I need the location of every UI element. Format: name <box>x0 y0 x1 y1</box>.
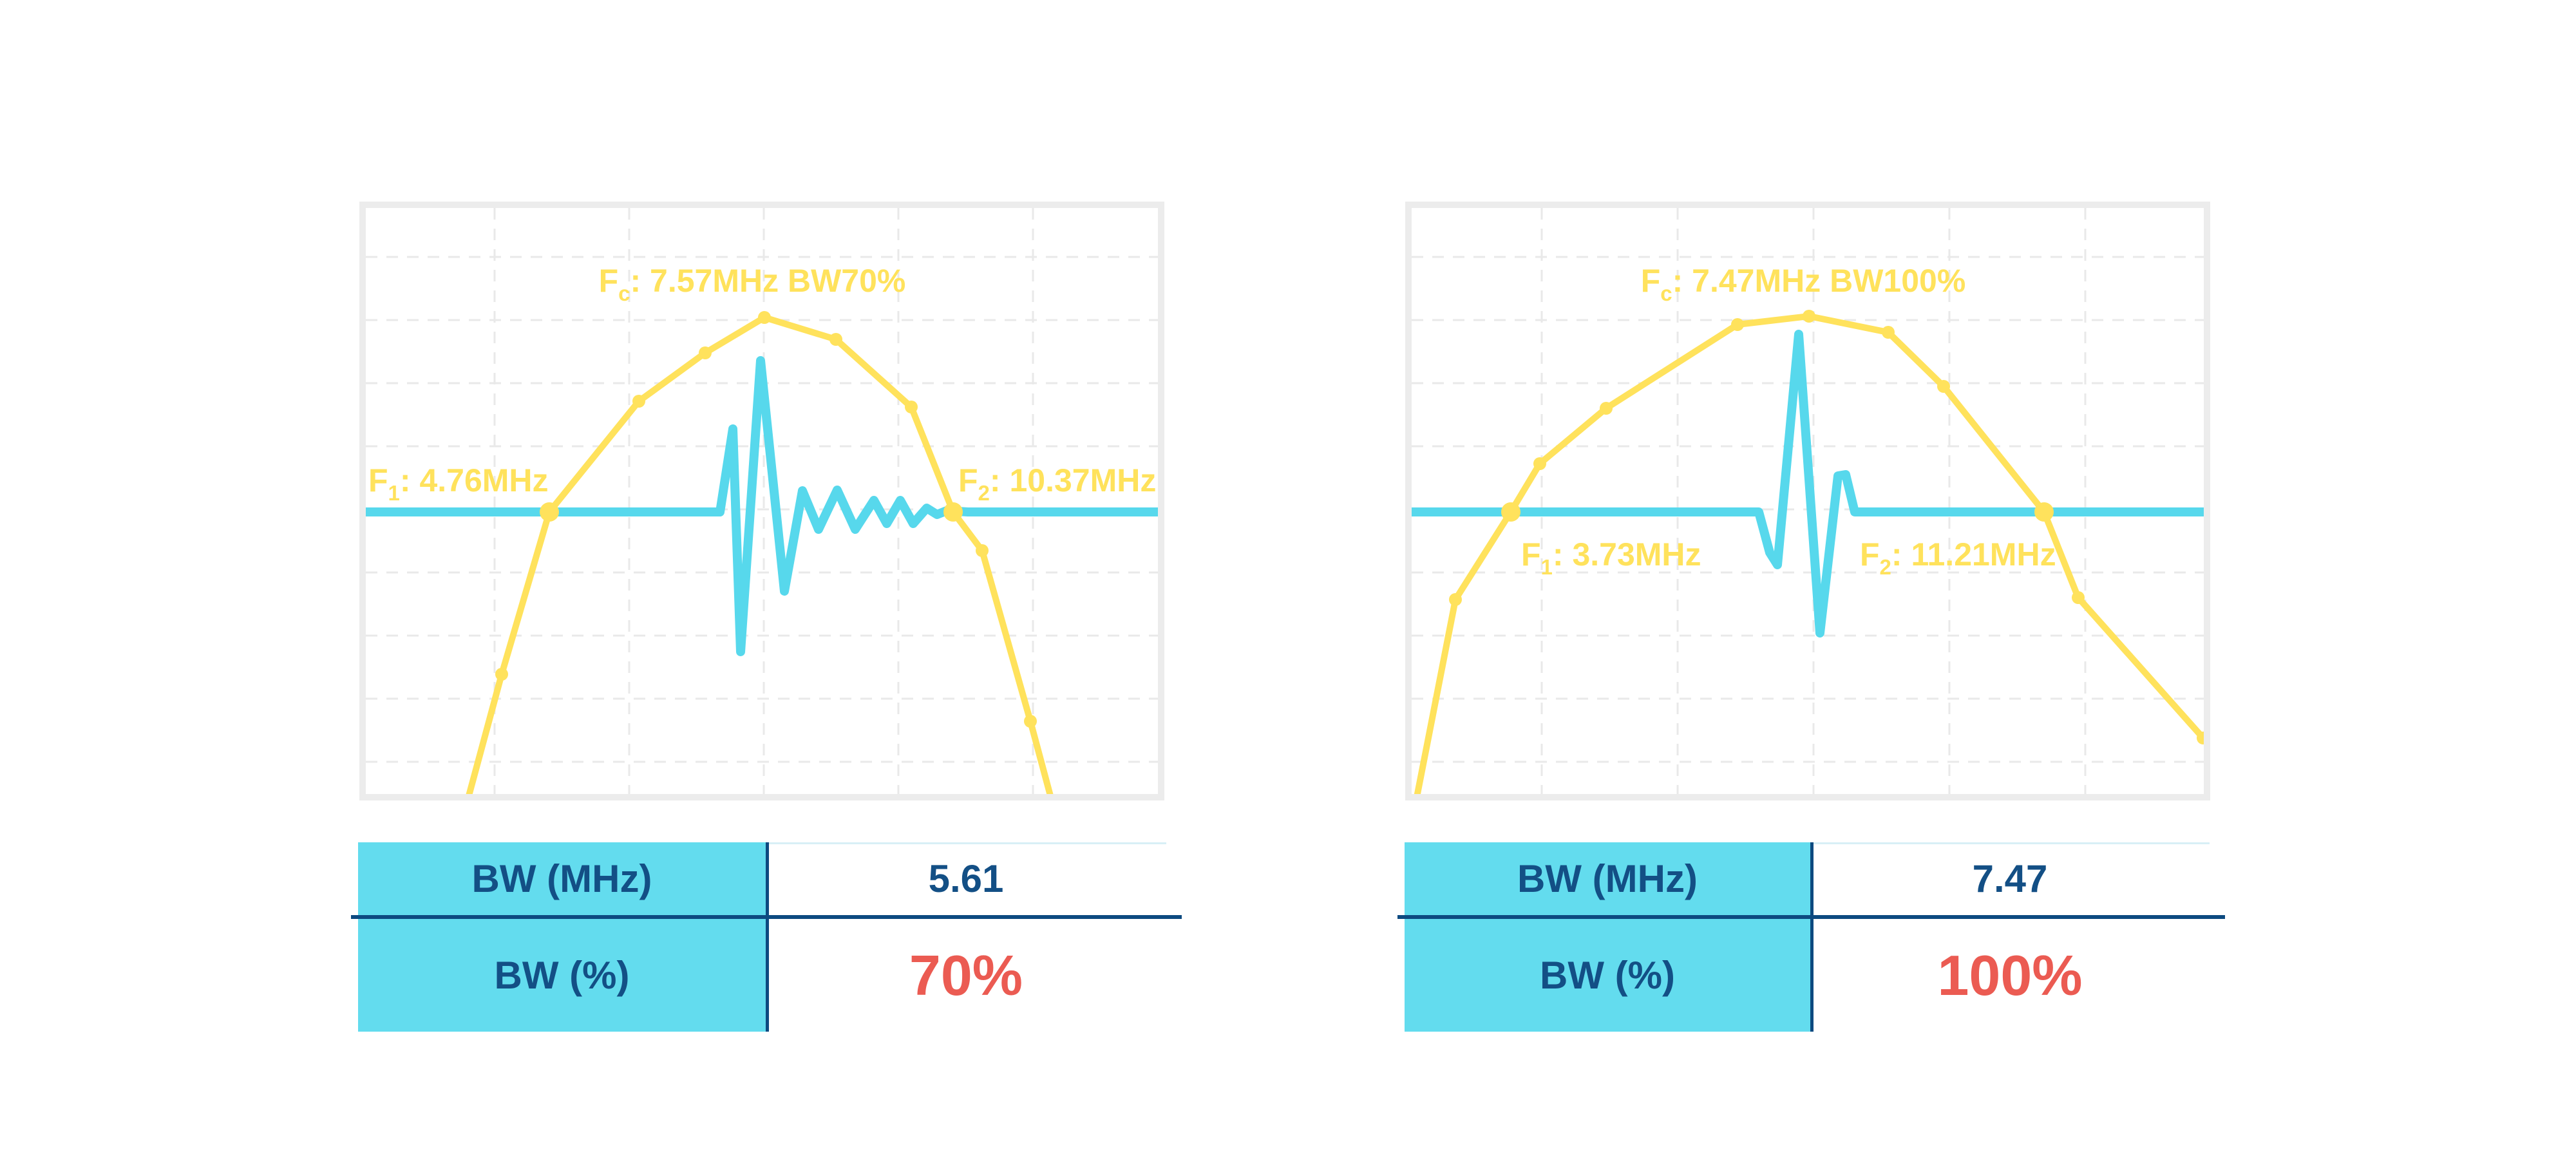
spectrum-chart-right: Fc: 7.47MHz BW100% F1: 3.73MHz F2: 11.21MH… <box>1405 202 2210 800</box>
data-point-dot <box>905 401 918 413</box>
data-point-dot <box>1533 457 1546 470</box>
bw-table-left: BW (MHz) 5.61 BW (%) 70% <box>351 842 1182 1032</box>
f2-label: F2: 11.21MHz <box>1860 536 2056 579</box>
table-row: BW (MHz) 5.61 <box>358 842 1166 915</box>
data-point-dot <box>1882 326 1895 339</box>
f1-label: F1: 4.76MHz <box>368 462 549 505</box>
f2-label: F2: 10.37MHz <box>958 462 1156 505</box>
spectrum-chart-left: Fc: 7.57MHz BW70% F1: 4.76MHz F2: 10.37MHz <box>359 202 1164 800</box>
cutoff-frequency-dot <box>2034 502 2054 522</box>
table-row: BW (MHz) 7.47 <box>1405 842 2210 915</box>
cutoff-frequency-dot <box>943 502 963 522</box>
fc-label: Fc: 7.47MHz BW100% <box>1641 263 1966 305</box>
bw-pct-value: 70% <box>909 943 1023 1007</box>
data-point-dot <box>1937 380 1950 393</box>
table-row: BW (%) 70% <box>358 919 1166 1032</box>
frequency-spectrum-curve <box>464 314 1055 800</box>
cutoff-frequency-dot <box>1501 502 1520 522</box>
table-row: BW (%) 100% <box>1405 919 2210 1032</box>
data-point-dot <box>758 311 771 324</box>
bw-pct-value: 100% <box>1937 943 2083 1007</box>
pulse-echo-waveform <box>1406 330 2210 638</box>
frequency-spectrum-curve <box>1413 313 2206 800</box>
bw-table-right: BW (MHz) 7.47 BW (%) 100% <box>1397 842 2225 1032</box>
table-column-divider <box>1810 842 1814 1032</box>
data-point-dot <box>1024 715 1037 728</box>
data-point-dot <box>2072 591 2085 604</box>
chart-frame <box>359 202 1164 800</box>
data-point-dot <box>1600 402 1613 415</box>
data-point-dot <box>495 668 508 681</box>
cutoff-frequency-dot <box>540 502 559 522</box>
bw-mhz-value: 5.61 <box>928 857 1004 900</box>
bw-pct-label-cell: BW (%) <box>358 919 766 1032</box>
bw-pct-label-cell: BW (%) <box>1405 919 1810 1032</box>
data-point-dot <box>1449 593 1462 606</box>
data-point-dot <box>1731 318 1744 331</box>
data-point-dot <box>1803 310 1815 323</box>
data-point-dot <box>829 333 842 346</box>
data-point-dot <box>699 346 712 359</box>
f1-label: F1: 3.73MHz <box>1521 536 1701 579</box>
table-top-divider <box>1810 842 2210 844</box>
fc-label: Fc: 7.57MHz BW70% <box>599 263 906 305</box>
table-column-divider <box>766 842 769 1032</box>
bw-mhz-label-cell: BW (MHz) <box>1405 842 1810 915</box>
bw-mhz-value: 7.47 <box>1972 857 2048 900</box>
bw-mhz-label-cell: BW (MHz) <box>358 842 766 915</box>
table-top-divider <box>766 842 1166 844</box>
pulse-echo-waveform <box>360 356 1164 656</box>
data-point-dot <box>976 544 989 557</box>
data-point-dot <box>632 395 645 408</box>
chart-frame <box>1405 202 2210 800</box>
